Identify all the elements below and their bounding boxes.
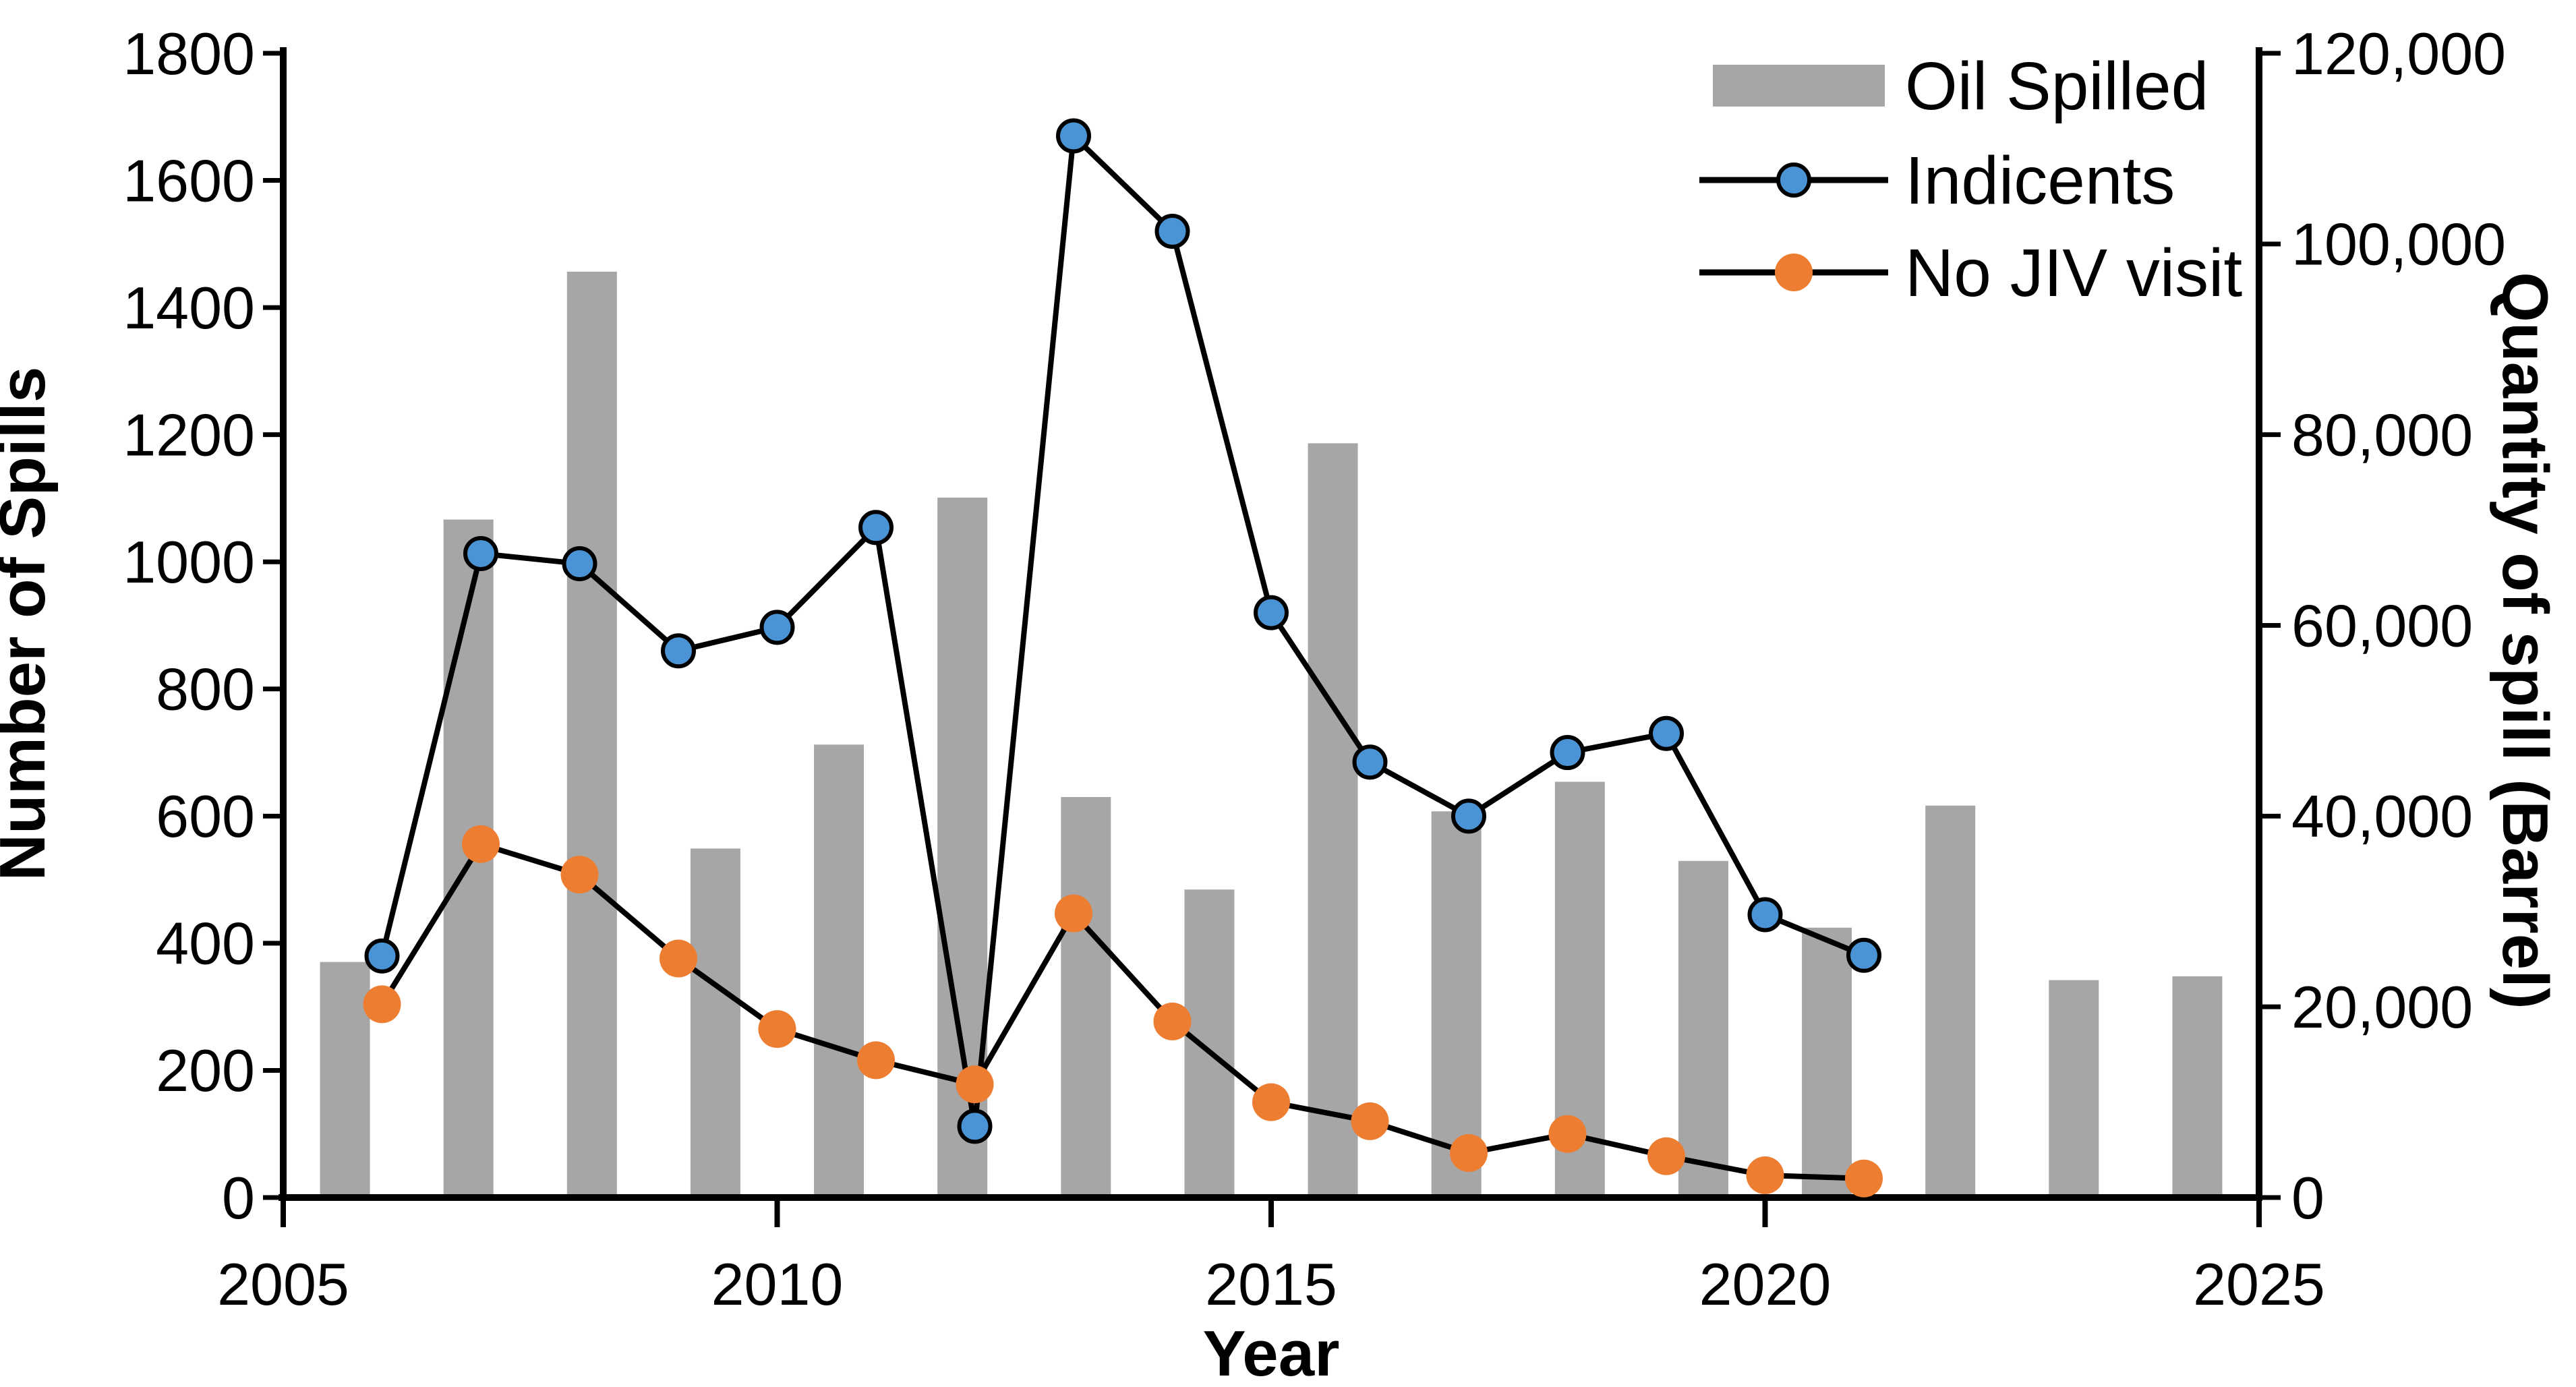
line-series-no-jiv-visit-marker-2019: [1647, 1137, 1685, 1175]
line-series-no-jiv-visit-marker-2014: [1153, 1002, 1192, 1040]
line-series-indicents-marker-2006: [364, 938, 400, 974]
bar-2009: [690, 848, 740, 1198]
y-right-axis-title: Quantity of spill (Barrel): [2489, 272, 2561, 1009]
bar-2006: [320, 962, 370, 1198]
y-left-axis-title: Number of Spills: [0, 367, 59, 881]
x-axis-title: Year: [1203, 1318, 1340, 1387]
line-series-indicents-marker-2013: [1056, 118, 1091, 154]
legend-label-oil-spilled: Oil Spilled: [1905, 49, 2208, 124]
line-series-no-jiv-visit-marker-2009: [660, 939, 697, 978]
legend: Oil Spilled Indicents No JIV visit: [1699, 49, 2242, 311]
y-right-tick-label: 80,000: [2291, 401, 2473, 468]
y-left-tick-label: 1200: [123, 401, 255, 468]
bar-2010: [814, 744, 865, 1198]
bar-2014: [1308, 443, 1358, 1198]
line-series-no-jiv-visit-marker-2016: [1351, 1102, 1389, 1140]
bar-2012: [1061, 797, 1111, 1198]
axis-titles: Number of Spills Quantity of spill (Barre…: [0, 272, 2561, 1387]
line-series-indicents-marker-2014: [1154, 213, 1190, 249]
line-series-indicents-marker-2020: [1747, 897, 1783, 933]
y-left-tick-label: 200: [156, 1037, 255, 1104]
y-right-tick-label: 120,000: [2291, 20, 2506, 87]
line-series-indicents-line: [379, 133, 1865, 1129]
y-right-tick-label: 100,000: [2291, 211, 2506, 278]
line-series-no-jiv-visit-marker-2018: [1548, 1115, 1587, 1153]
x-tick-label: 2010: [711, 1251, 844, 1318]
line-series-no-jiv-visit-marker-2021: [1845, 1159, 1883, 1198]
line-series-indicents-marker-2007: [463, 535, 498, 571]
bar-2017: [1678, 860, 1728, 1198]
x-tick-label: 2025: [2193, 1251, 2325, 1318]
bar-2008: [566, 271, 617, 1198]
x-tick-label: 2015: [1205, 1251, 1337, 1318]
line-series-indicents-marker-2012: [957, 1109, 993, 1144]
line-series-no-jiv-visit-marker-2011: [857, 1041, 895, 1080]
line-series-indicents-marker-2021: [1846, 937, 1881, 973]
line-series-indicents-marker-2016: [1352, 744, 1388, 780]
legend-label-no-jiv-visit: No JIV visit: [1905, 235, 2242, 311]
line-series-indicents-marker-2018: [1550, 735, 1585, 771]
y-left-tick-label: 1600: [123, 147, 255, 214]
line-series-no-jiv-visit-marker-2006: [363, 985, 401, 1024]
y-left-tick-label: 800: [156, 656, 255, 723]
bar-2019: [1925, 805, 1976, 1198]
line-series-no-jiv-visit-marker-2012: [956, 1065, 994, 1104]
line-series-indicents: [364, 118, 1881, 1144]
line-series-no-jiv-visit-marker-2015: [1252, 1083, 1290, 1121]
y-left-tick-label: 1800: [123, 20, 255, 87]
bar-2015: [1431, 811, 1482, 1198]
bar-2013: [1184, 889, 1235, 1198]
line-series-indicents-marker-2011: [858, 510, 894, 545]
y-left-tick-label: 400: [156, 910, 255, 977]
y-right-tick-label: 0: [2291, 1164, 2324, 1231]
y-left-tick-label: 0: [222, 1164, 255, 1231]
y-left-tick-label: 1000: [123, 529, 255, 595]
line-series-indicents-marker-2019: [1649, 715, 1684, 751]
y-left-tick-label: 1400: [123, 274, 255, 341]
line-series-indicents-marker-2009: [661, 633, 696, 669]
line-series-no-jiv-visit-marker-2020: [1746, 1156, 1784, 1195]
bar-2018: [1802, 927, 1852, 1198]
line-series-no-jiv-visit-marker-2013: [1055, 894, 1092, 933]
bar-2020: [2049, 980, 2099, 1198]
y-left-tick-label: 600: [156, 783, 255, 850]
y-right-tick-label: 60,000: [2291, 592, 2473, 659]
legend-label-indicents: Indicents: [1905, 143, 2175, 218]
line-series-indicents-marker-2008: [562, 546, 597, 582]
line-series-no-jiv-visit: [363, 825, 1883, 1198]
legend-marker-no-jiv-visit: [1775, 254, 1813, 291]
y-right-tick-label: 40,000: [2291, 783, 2473, 850]
line-series-no-jiv-visit-line: [380, 841, 1865, 1181]
bar-series-oil-spilled: [320, 271, 2223, 1198]
y-right-tick-label: 20,000: [2291, 974, 2473, 1040]
line-series-no-jiv-visit-marker-2008: [560, 856, 599, 894]
legend-swatch-oil-spilled: [1713, 65, 1885, 107]
x-tick-label: 2005: [217, 1251, 349, 1318]
line-series-indicents-marker-2017: [1451, 798, 1486, 834]
bar-2021: [2172, 976, 2223, 1198]
line-series-indicents-marker-2015: [1254, 595, 1289, 630]
legend-marker-indicents: [1776, 163, 1811, 198]
line-series-no-jiv-visit-marker-2017: [1450, 1134, 1488, 1173]
x-tick-label: 2020: [1699, 1251, 1832, 1318]
line-series-no-jiv-visit-marker-2007: [462, 825, 500, 863]
line-series-indicents-marker-2010: [759, 610, 795, 645]
line-series-no-jiv-visit-marker-2010: [758, 1010, 796, 1049]
